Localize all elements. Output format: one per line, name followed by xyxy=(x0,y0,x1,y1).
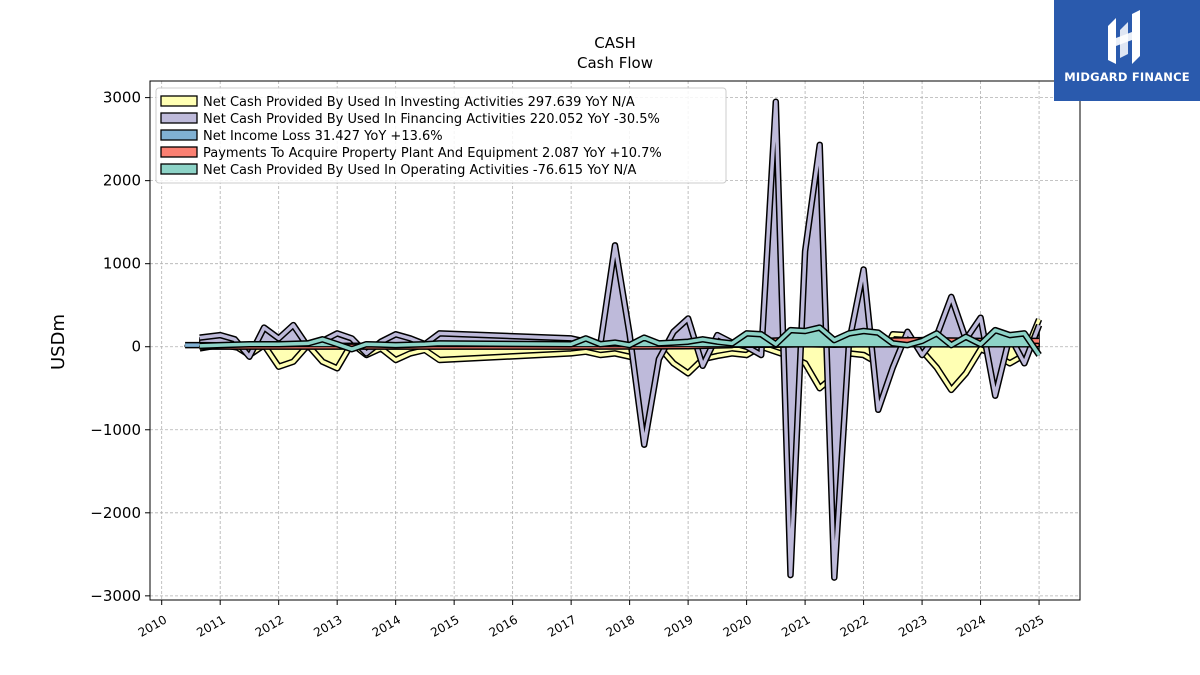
chart-title: CASH xyxy=(594,34,636,52)
legend-entry: Net Cash Provided By Used In Investing A… xyxy=(203,95,635,110)
y-axis-label: USDm xyxy=(48,314,69,370)
x-tick-label: 2012 xyxy=(253,612,286,639)
x-tick-label: 2019 xyxy=(662,612,695,639)
brand-logo: MIDGARD FINANCE xyxy=(1054,0,1200,101)
legend-entry: Payments To Acquire Property Plant And E… xyxy=(203,146,662,161)
x-tick-label: 2013 xyxy=(311,612,344,639)
legend-entry: Net Cash Provided By Used In Financing A… xyxy=(203,112,660,127)
legend-entry: Net Income Loss 31.427 YoY +13.6% xyxy=(203,129,443,144)
series-line-4 xyxy=(199,325,1041,356)
x-tick-label: 2022 xyxy=(838,612,871,639)
x-tick-label: 2021 xyxy=(779,612,812,639)
x-tick-label: 2018 xyxy=(604,612,637,639)
x-tick-label: 2025 xyxy=(1013,612,1046,639)
x-tick-label: 2023 xyxy=(896,612,929,639)
x-tick-label: 2024 xyxy=(955,612,988,639)
legend-swatch xyxy=(160,112,198,124)
midgard-logo-icon xyxy=(1108,10,1140,64)
legend: Net Cash Provided By Used In Investing A… xyxy=(155,87,727,184)
brand-name: MIDGARD FINANCE xyxy=(1064,70,1190,84)
x-tick-label: 2010 xyxy=(136,612,169,639)
y-tick-label: 0 xyxy=(131,338,141,356)
legend-swatch xyxy=(160,129,198,141)
legend-swatch xyxy=(160,95,198,107)
y-tick-label: −1000 xyxy=(90,421,141,439)
series-layer xyxy=(184,98,1043,581)
legend-entry: Net Cash Provided By Used In Operating A… xyxy=(203,163,637,178)
x-tick-label: 2020 xyxy=(721,612,754,639)
y-tick-label: −3000 xyxy=(90,587,141,605)
y-tick-label: −2000 xyxy=(90,504,141,522)
x-tick-label: 2015 xyxy=(428,612,461,639)
plot-frame xyxy=(149,80,1081,601)
legend-swatch xyxy=(160,146,198,158)
x-tick-label: 2011 xyxy=(194,612,227,639)
y-tick-label: 1000 xyxy=(103,255,141,273)
x-tick-label: 2016 xyxy=(487,612,520,639)
y-tick-label: 3000 xyxy=(103,89,141,107)
x-tick-label: 2017 xyxy=(545,612,578,639)
y-tick-label: 2000 xyxy=(103,172,141,190)
x-tick-label: 2014 xyxy=(370,612,403,639)
legend-swatch xyxy=(160,163,198,175)
chart-subtitle: Cash Flow xyxy=(577,54,653,72)
legend-box xyxy=(155,87,727,184)
